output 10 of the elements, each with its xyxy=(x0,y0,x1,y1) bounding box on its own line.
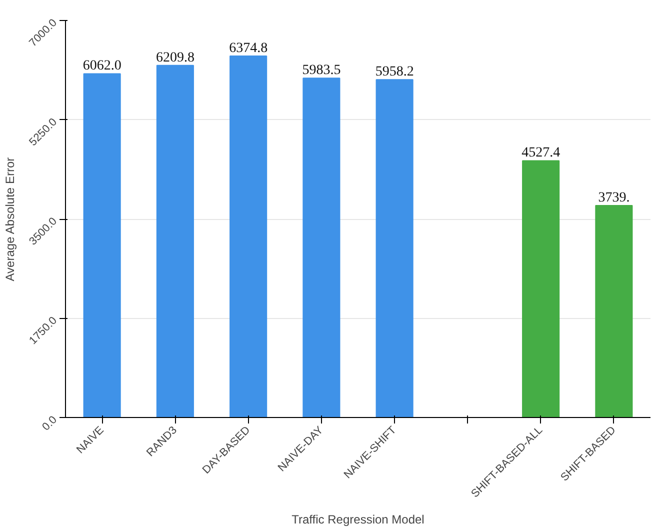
data-label: 4527.4 xyxy=(522,146,560,161)
data-label: 6062.0 xyxy=(82,58,122,74)
x-axis-title: Traffic Regression Model xyxy=(292,512,424,526)
y-axis-title: Average Absolute Error xyxy=(3,157,18,282)
data-label: 5958.2 xyxy=(375,64,414,80)
data-label: 6374.8 xyxy=(229,40,268,56)
data-label: 6209.8 xyxy=(156,50,194,66)
data-label: 5983.5 xyxy=(302,63,341,78)
data-label: 3739. xyxy=(598,190,630,206)
y-tick-label: 0.0 xyxy=(40,414,60,434)
